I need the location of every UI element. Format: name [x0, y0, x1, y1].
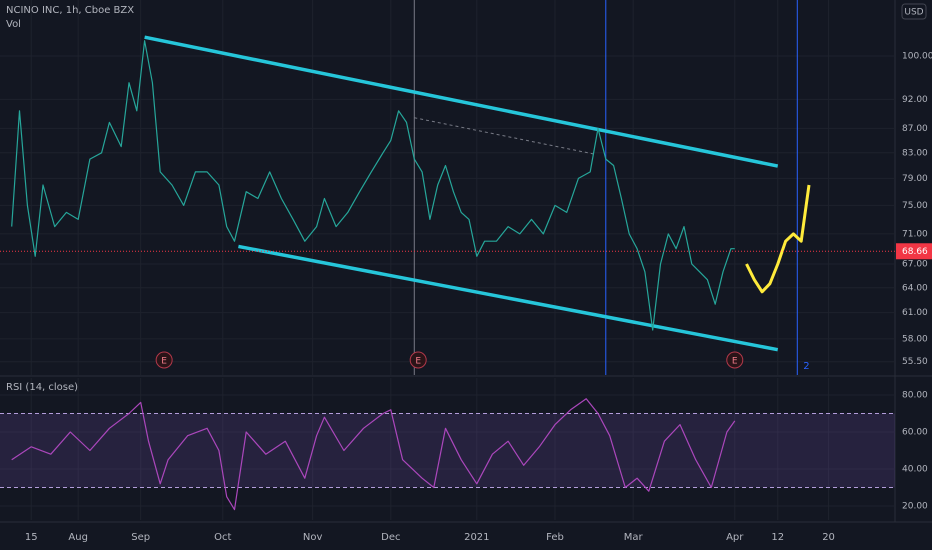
- volume-label: Vol: [6, 19, 21, 30]
- chart-title: NCINO INC, 1h, Cboe BZX: [6, 5, 134, 16]
- marks: [0, 0, 932, 511]
- x-tick-label: Apr: [726, 532, 744, 543]
- x-tick-label: 12: [771, 532, 784, 543]
- earnings-label: E: [732, 357, 738, 367]
- y-tick-label: 80.00: [902, 391, 928, 401]
- rsi-band: [0, 413, 895, 488]
- x-tick-label: Aug: [68, 532, 88, 543]
- y-tick-label: 58.00: [902, 334, 928, 344]
- labels: NCINO INC, 1h, Cboe BZX Vol RSI (14, clo…: [6, 3, 932, 543]
- last-price-box: [896, 243, 932, 260]
- currency-box[interactable]: [901, 3, 927, 20]
- y-tick-label: 67.00: [902, 259, 928, 269]
- trend-line: [238, 244, 779, 352]
- y-tick-label: 71.00: [902, 229, 928, 239]
- earnings-label: E: [415, 357, 421, 367]
- y-tick-label: 87.00: [902, 124, 928, 134]
- y-tick-label: 20.00: [902, 501, 928, 511]
- y-tick-label: 40.00: [902, 464, 928, 474]
- trend-line: [144, 35, 779, 168]
- vertical-line-label: 2: [803, 361, 809, 372]
- y-tick-label: 60.00: [902, 427, 928, 437]
- x-tick-label: Nov: [303, 532, 323, 543]
- y-tick-label: 83.00: [902, 148, 928, 158]
- earnings-marker: [155, 351, 173, 369]
- x-tick-label: Oct: [214, 532, 231, 543]
- y-tick-label: 100.00: [902, 52, 932, 62]
- projection-line: [745, 184, 811, 294]
- y-tick-label: 92.00: [902, 95, 928, 105]
- earnings-marker: [409, 351, 427, 369]
- y-tick-label: 61.00: [902, 308, 928, 318]
- price-line: [11, 40, 735, 331]
- x-tick-label: Dec: [381, 532, 400, 543]
- x-tick-label: 2021: [464, 532, 489, 543]
- trend-line: [414, 117, 595, 155]
- x-tick-label: Mar: [624, 532, 644, 543]
- x-tick-label: 15: [25, 532, 38, 543]
- earnings-marker: [726, 351, 744, 369]
- x-tick-label: 20: [822, 532, 835, 543]
- y-tick-label: 55.50: [902, 357, 928, 367]
- y-tick-label: 64.00: [902, 283, 928, 293]
- x-tick-label: Feb: [546, 532, 564, 543]
- y-tick-label: 79.00: [902, 174, 928, 184]
- grid: [0, 0, 895, 520]
- rsi-title: RSI (14, close): [6, 382, 78, 393]
- x-tick-label: Sep: [131, 532, 150, 543]
- earnings-label: E: [161, 357, 167, 367]
- y-tick-label: 75.00: [902, 201, 928, 211]
- last-price-label: 68.66: [902, 247, 928, 257]
- price-line: [11, 398, 736, 511]
- currency-label[interactable]: USD: [904, 8, 923, 18]
